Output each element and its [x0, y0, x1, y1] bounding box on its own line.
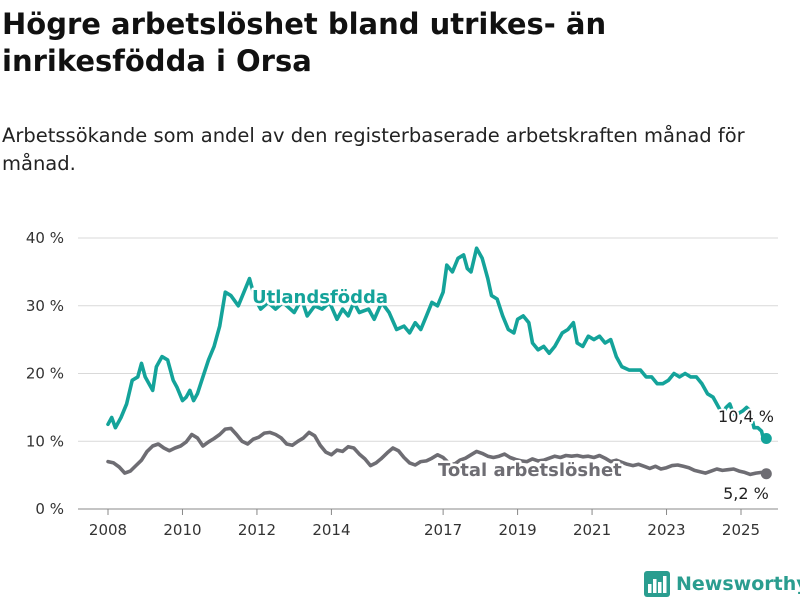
- end-value-label-utlandsfodda: 10,4 %: [718, 407, 774, 426]
- series-lines: [106, 246, 772, 480]
- axes: 0 % 10 % 20 % 30 % 40 % 2008 2010 2012 2014 2017 2…: [26, 229, 760, 539]
- x-tick-label: 2023: [647, 521, 685, 539]
- series-label-total: Total arbetslöshet: [438, 460, 622, 481]
- x-tick-label: 2019: [498, 521, 536, 539]
- x-tick-label: 2008: [89, 521, 127, 539]
- end-value-halo: 5,2 %: [723, 484, 769, 503]
- y-tick-label: 30 %: [26, 297, 64, 315]
- end-point-utlandsfodda: [760, 433, 772, 445]
- series-label-halo: Total arbetslöshet: [438, 460, 622, 481]
- x-tick-label: 2021: [573, 521, 611, 539]
- y-tick-label: 10 %: [26, 432, 64, 450]
- series-label-halo: Utlandsfödda: [252, 287, 388, 308]
- y-tick-label: 0 %: [35, 500, 64, 518]
- newsworthy-logo: Newsworthy: [644, 569, 800, 599]
- x-tick-label: 2014: [312, 521, 350, 539]
- y-tick-label: 40 %: [26, 229, 64, 247]
- x-tick-label: 2010: [163, 521, 201, 539]
- chart-subtitle: Arbetssökande som andel av den registerb…: [2, 124, 745, 175]
- series-line-utlandsfodda: [106, 246, 769, 444]
- series-line-total: [106, 426, 769, 477]
- x-tick-label: 2012: [238, 521, 276, 539]
- series-label-utlandsfodda: Utlandsfödda: [252, 287, 388, 308]
- x-tick-label: 2025: [722, 521, 760, 539]
- grid-lines: [78, 237, 778, 510]
- x-tick-label: 2017: [424, 521, 462, 539]
- end-value-halo: 10,4 %: [718, 407, 774, 426]
- brand-name: Newsworthy: [676, 573, 800, 595]
- bar-chart-logo-icon: [644, 571, 670, 597]
- end-point-total: [760, 468, 772, 480]
- end-value-label-total: 5,2 %: [723, 484, 769, 503]
- y-tick-label: 20 %: [26, 365, 64, 383]
- chart-title: Högre arbetslöshet bland utrikes- än inr…: [2, 7, 607, 78]
